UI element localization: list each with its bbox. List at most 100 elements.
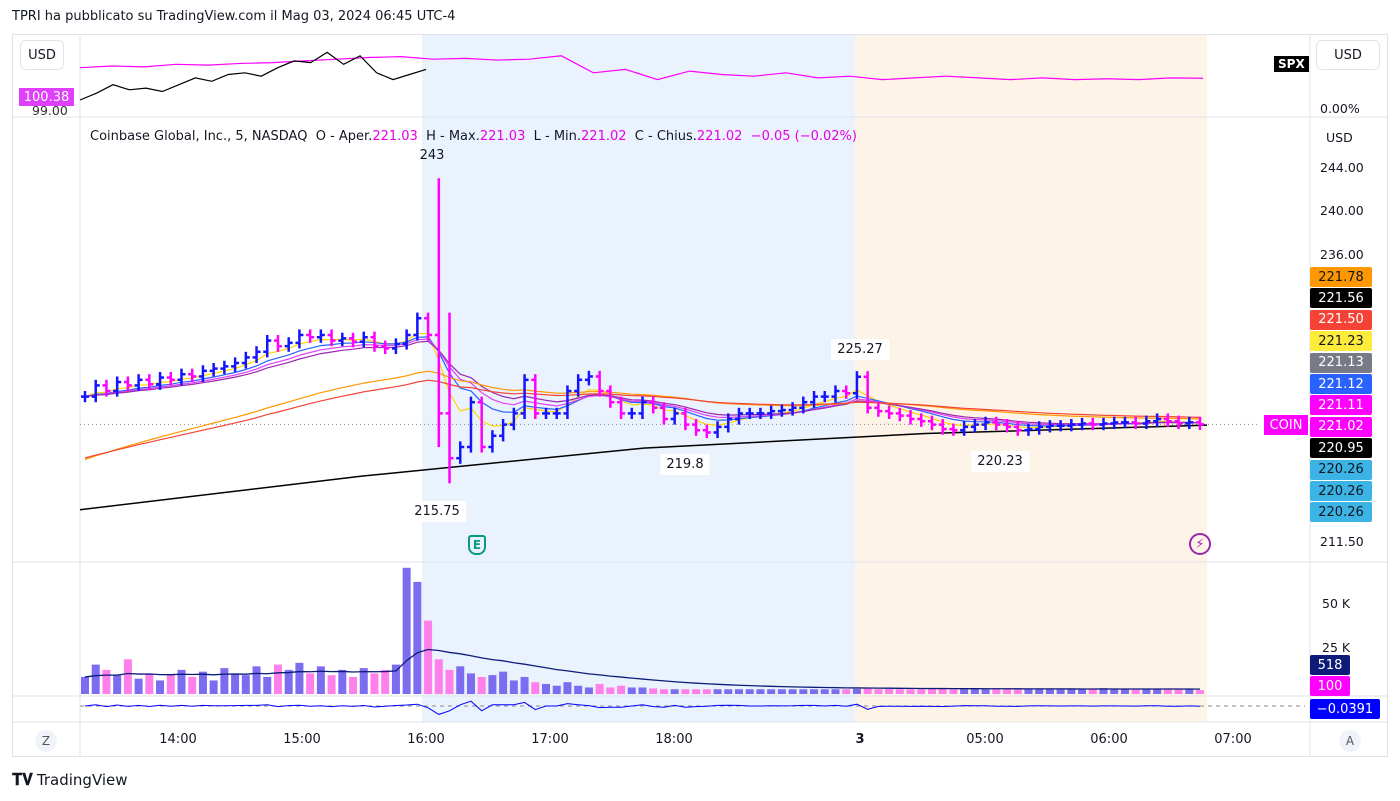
volume-bar <box>434 659 443 694</box>
session-shading-premarket <box>422 35 855 722</box>
volume-bar <box>263 676 272 694</box>
currency-button-top-right[interactable]: USD <box>1316 40 1380 70</box>
volume-bar <box>370 673 379 694</box>
volume-bar <box>885 688 894 694</box>
legend-open-label: O - Aper. <box>315 129 373 144</box>
auto-scale-button[interactable]: A <box>1339 730 1361 752</box>
volume-bar <box>424 620 433 694</box>
tradingview-logo[interactable]: 𝐓𝐕 TradingView <box>12 770 128 790</box>
time-tick: 3 <box>855 732 865 747</box>
volume-bar <box>574 685 583 694</box>
earnings-icon[interactable]: E <box>468 535 486 555</box>
time-tick: 07:00 <box>1214 732 1252 747</box>
volume-bar <box>391 664 400 694</box>
legend-close-label: C - Chius. <box>634 129 697 144</box>
volume-bar <box>1045 688 1054 694</box>
volume-bar <box>1003 688 1012 694</box>
low-annotation: 219.8 <box>660 454 710 475</box>
legend-change: −0.05 (−0.02%) <box>750 129 857 144</box>
main-currency[interactable]: USD <box>1326 130 1353 145</box>
legend-close: 221.02 <box>696 129 743 144</box>
volume-bar <box>799 689 808 694</box>
volume-bar <box>252 666 261 694</box>
volume-bar <box>734 689 743 694</box>
chart-frame <box>12 34 1388 757</box>
volume-bar <box>231 673 240 694</box>
volume-bar <box>338 669 347 694</box>
legend-open: 221.03 <box>372 129 418 144</box>
volume-bar <box>938 688 947 694</box>
publication-header: TPRI ha pubblicato su TradingView.com il… <box>12 9 456 24</box>
volume-bar <box>842 689 851 694</box>
volume-bar <box>788 689 797 694</box>
volume-bar <box>1142 689 1151 694</box>
high-annotation: 243 <box>419 148 445 163</box>
spx-badge: SPX <box>1274 56 1309 72</box>
volume-bar <box>606 687 615 694</box>
price-badge: 221.02 <box>1310 416 1372 437</box>
top-left-tick: 99.00 <box>32 103 68 118</box>
lightning-icon[interactable]: ⚡ <box>1189 533 1211 555</box>
volume-bar <box>1013 689 1022 694</box>
low-annotation: 215.75 <box>408 501 466 522</box>
coin-symbol-badge: COIN <box>1264 415 1308 435</box>
volume-bar <box>81 676 89 694</box>
volume-tick: 50 K <box>1322 596 1351 611</box>
time-tick: 17:00 <box>531 732 569 747</box>
volume-bar <box>863 688 872 694</box>
volume-bar <box>241 675 250 694</box>
legend-low: 221.02 <box>581 129 627 144</box>
volume-bar <box>445 669 454 694</box>
volume-bar <box>499 671 508 694</box>
volume-bar <box>466 673 475 694</box>
ema-40-line <box>84 370 1201 461</box>
top-right-tick: 0.00% <box>1320 101 1360 116</box>
volume-bar <box>745 689 754 694</box>
zoom-button[interactable]: Z <box>35 730 57 752</box>
volume-bar <box>113 675 122 694</box>
price-badge: 220.26 <box>1310 459 1372 480</box>
time-tick: 16:00 <box>407 732 445 747</box>
volume-bar <box>584 687 593 694</box>
volume-bar <box>477 676 486 694</box>
tradingview-logo-icon: 𝐓𝐕 <box>12 770 33 789</box>
volume-bar <box>595 683 604 694</box>
volume-bar <box>649 688 658 694</box>
price-tick: 236.00 <box>1320 247 1364 262</box>
volume-bar <box>306 673 315 694</box>
low-annotation: 220.23 <box>971 451 1029 472</box>
volume-bar <box>284 669 293 694</box>
volume-bar <box>198 671 207 694</box>
time-tick: 05:00 <box>966 732 1004 747</box>
currency-button-top-left[interactable]: USD <box>20 40 64 70</box>
price-badge: 221.78 <box>1310 267 1372 287</box>
volume-badge: 100 <box>1310 676 1350 696</box>
price-tick: 244.00 <box>1320 160 1364 175</box>
volume-bar <box>520 676 529 694</box>
legend-high: 221.03 <box>479 129 526 144</box>
price-badge: 221.12 <box>1310 374 1372 394</box>
volume-bar <box>681 689 690 694</box>
spx-value-badge: 100.38 <box>19 88 74 106</box>
volume-bar <box>702 689 711 694</box>
volume-bar <box>927 689 936 694</box>
volume-bar <box>273 664 282 694</box>
volume-bar <box>1131 688 1140 694</box>
volume-bar <box>820 689 829 694</box>
volume-bar <box>756 689 765 694</box>
volume-tick: 25 K <box>1322 640 1351 655</box>
volume-bar <box>1099 688 1108 694</box>
volume-bar <box>1035 689 1044 694</box>
volume-bar <box>810 689 819 694</box>
price-badge: 221.23 <box>1310 331 1372 352</box>
legend-symbol: Coinbase Global, Inc., 5, NASDAQ <box>90 129 308 144</box>
volume-bar <box>1163 688 1172 694</box>
volume-bar <box>1024 689 1033 694</box>
price-tick: 240.00 <box>1320 203 1364 218</box>
volume-bar <box>134 678 143 694</box>
price-badge: 221.13 <box>1310 352 1372 373</box>
volume-bar <box>509 680 518 694</box>
volume-bar <box>617 685 626 694</box>
volume-bar <box>552 685 561 694</box>
